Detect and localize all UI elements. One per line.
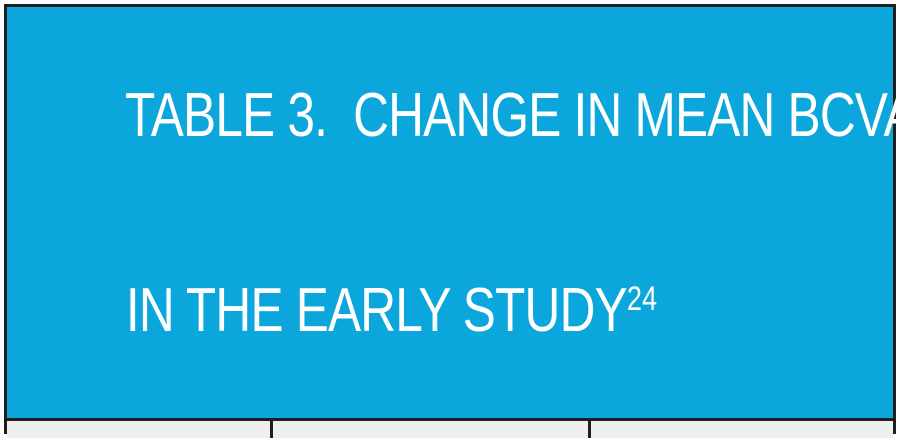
table-title-line-2: IN THE EARLY STUDY24 <box>22 213 719 418</box>
data-table: Cohort Mean Letters Gained at 12 Weeks M… <box>7 421 893 438</box>
reference-superscript: 24 <box>626 280 658 318</box>
table-title-text-1: TABLE 3. CHANGE IN MEAN BCVA <box>124 81 900 150</box>
table-title-band: TABLE 3. CHANGE IN MEAN BCVA IN THE EARL… <box>7 7 900 418</box>
table-title-line-1: TABLE 3. CHANGE IN MEAN BCVA <box>22 18 900 213</box>
column-header-cohort: Cohort <box>7 421 270 438</box>
column-header-3-years: Mean Letters Gained at 3 Years <box>591 421 893 438</box>
table-title-text-2: IN THE EARLY STUDY <box>125 276 628 345</box>
column-header-12-weeks: Mean Letters Gained at 12 Weeks <box>273 421 588 438</box>
table-frame: TABLE 3. CHANGE IN MEAN BCVA IN THE EARL… <box>4 4 900 438</box>
